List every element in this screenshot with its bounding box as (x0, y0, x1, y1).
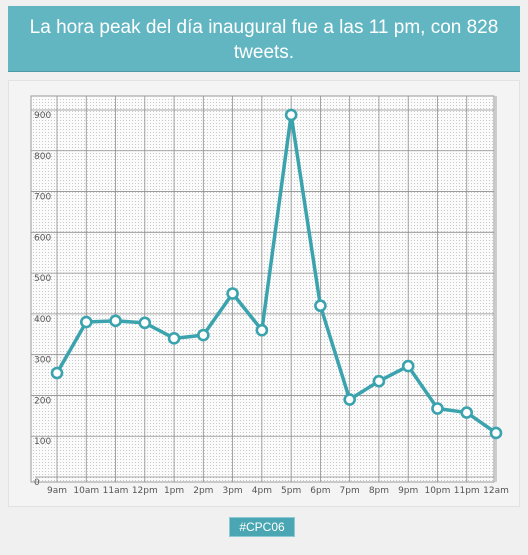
data-point (284, 108, 298, 122)
data-point (109, 314, 122, 328)
y-tick-label: 200 (34, 396, 51, 406)
data-point (431, 402, 444, 415)
x-tick-label: 10am (73, 486, 99, 496)
x-tick-label: 2pm (193, 486, 213, 496)
x-tick-label: 3pm (222, 486, 242, 496)
plot-grid-pattern (31, 96, 494, 482)
y-tick-label: 800 (34, 152, 51, 162)
data-point (255, 323, 269, 337)
x-tick-label: 7pm (340, 486, 360, 496)
x-tick-label: 6pm (310, 486, 330, 496)
data-point (343, 393, 356, 406)
data-point (50, 366, 64, 380)
x-tick-label: 12am (483, 486, 509, 496)
x-tick-label: 5pm (281, 486, 301, 496)
y-tick-label: 900 (34, 111, 51, 121)
x-tick-label: 11pm (454, 486, 480, 496)
data-point (138, 316, 152, 330)
y-tick-label: 0 (34, 478, 40, 488)
series-line (55, 113, 498, 435)
hashtag-badge[interactable]: #CPC06 (229, 517, 295, 537)
y-tick-label: 500 (34, 274, 51, 284)
data-point (79, 315, 93, 329)
x-tick-label: 9am (47, 486, 67, 496)
x-tick-label: 12pm (132, 486, 158, 496)
x-tick-label: 8pm (369, 486, 389, 496)
data-point (167, 332, 181, 345)
data-point (489, 426, 503, 440)
y-tick-label: 300 (34, 356, 51, 366)
chart-panel: 0 100 200 300 400 500 600 700 800 900 9am 10am 11am 1… (8, 80, 520, 507)
data-point (460, 406, 474, 419)
y-tick-label: 100 (34, 437, 51, 447)
chart-title: La hora peak del día inaugural fue a las… (29, 17, 499, 63)
x-tick-label: 11am (103, 486, 129, 496)
data-point (401, 359, 415, 373)
x-tick-label: 9pm (398, 486, 418, 496)
data-point (197, 328, 210, 342)
chart-title-banner: La hora peak del día inaugural fue a las… (8, 6, 520, 72)
x-tick-label: 4pm (252, 486, 272, 496)
data-point (226, 287, 239, 300)
y-tick-label: 600 (34, 233, 51, 243)
x-tick-label: 10pm (424, 486, 450, 496)
y-tick-label: 400 (34, 315, 51, 325)
x-tick-label: 1pm (164, 486, 184, 496)
y-tick-label: 700 (34, 193, 51, 203)
hashtag-label: #CPC06 (239, 520, 285, 534)
data-point (372, 374, 386, 388)
data-point (314, 299, 327, 313)
